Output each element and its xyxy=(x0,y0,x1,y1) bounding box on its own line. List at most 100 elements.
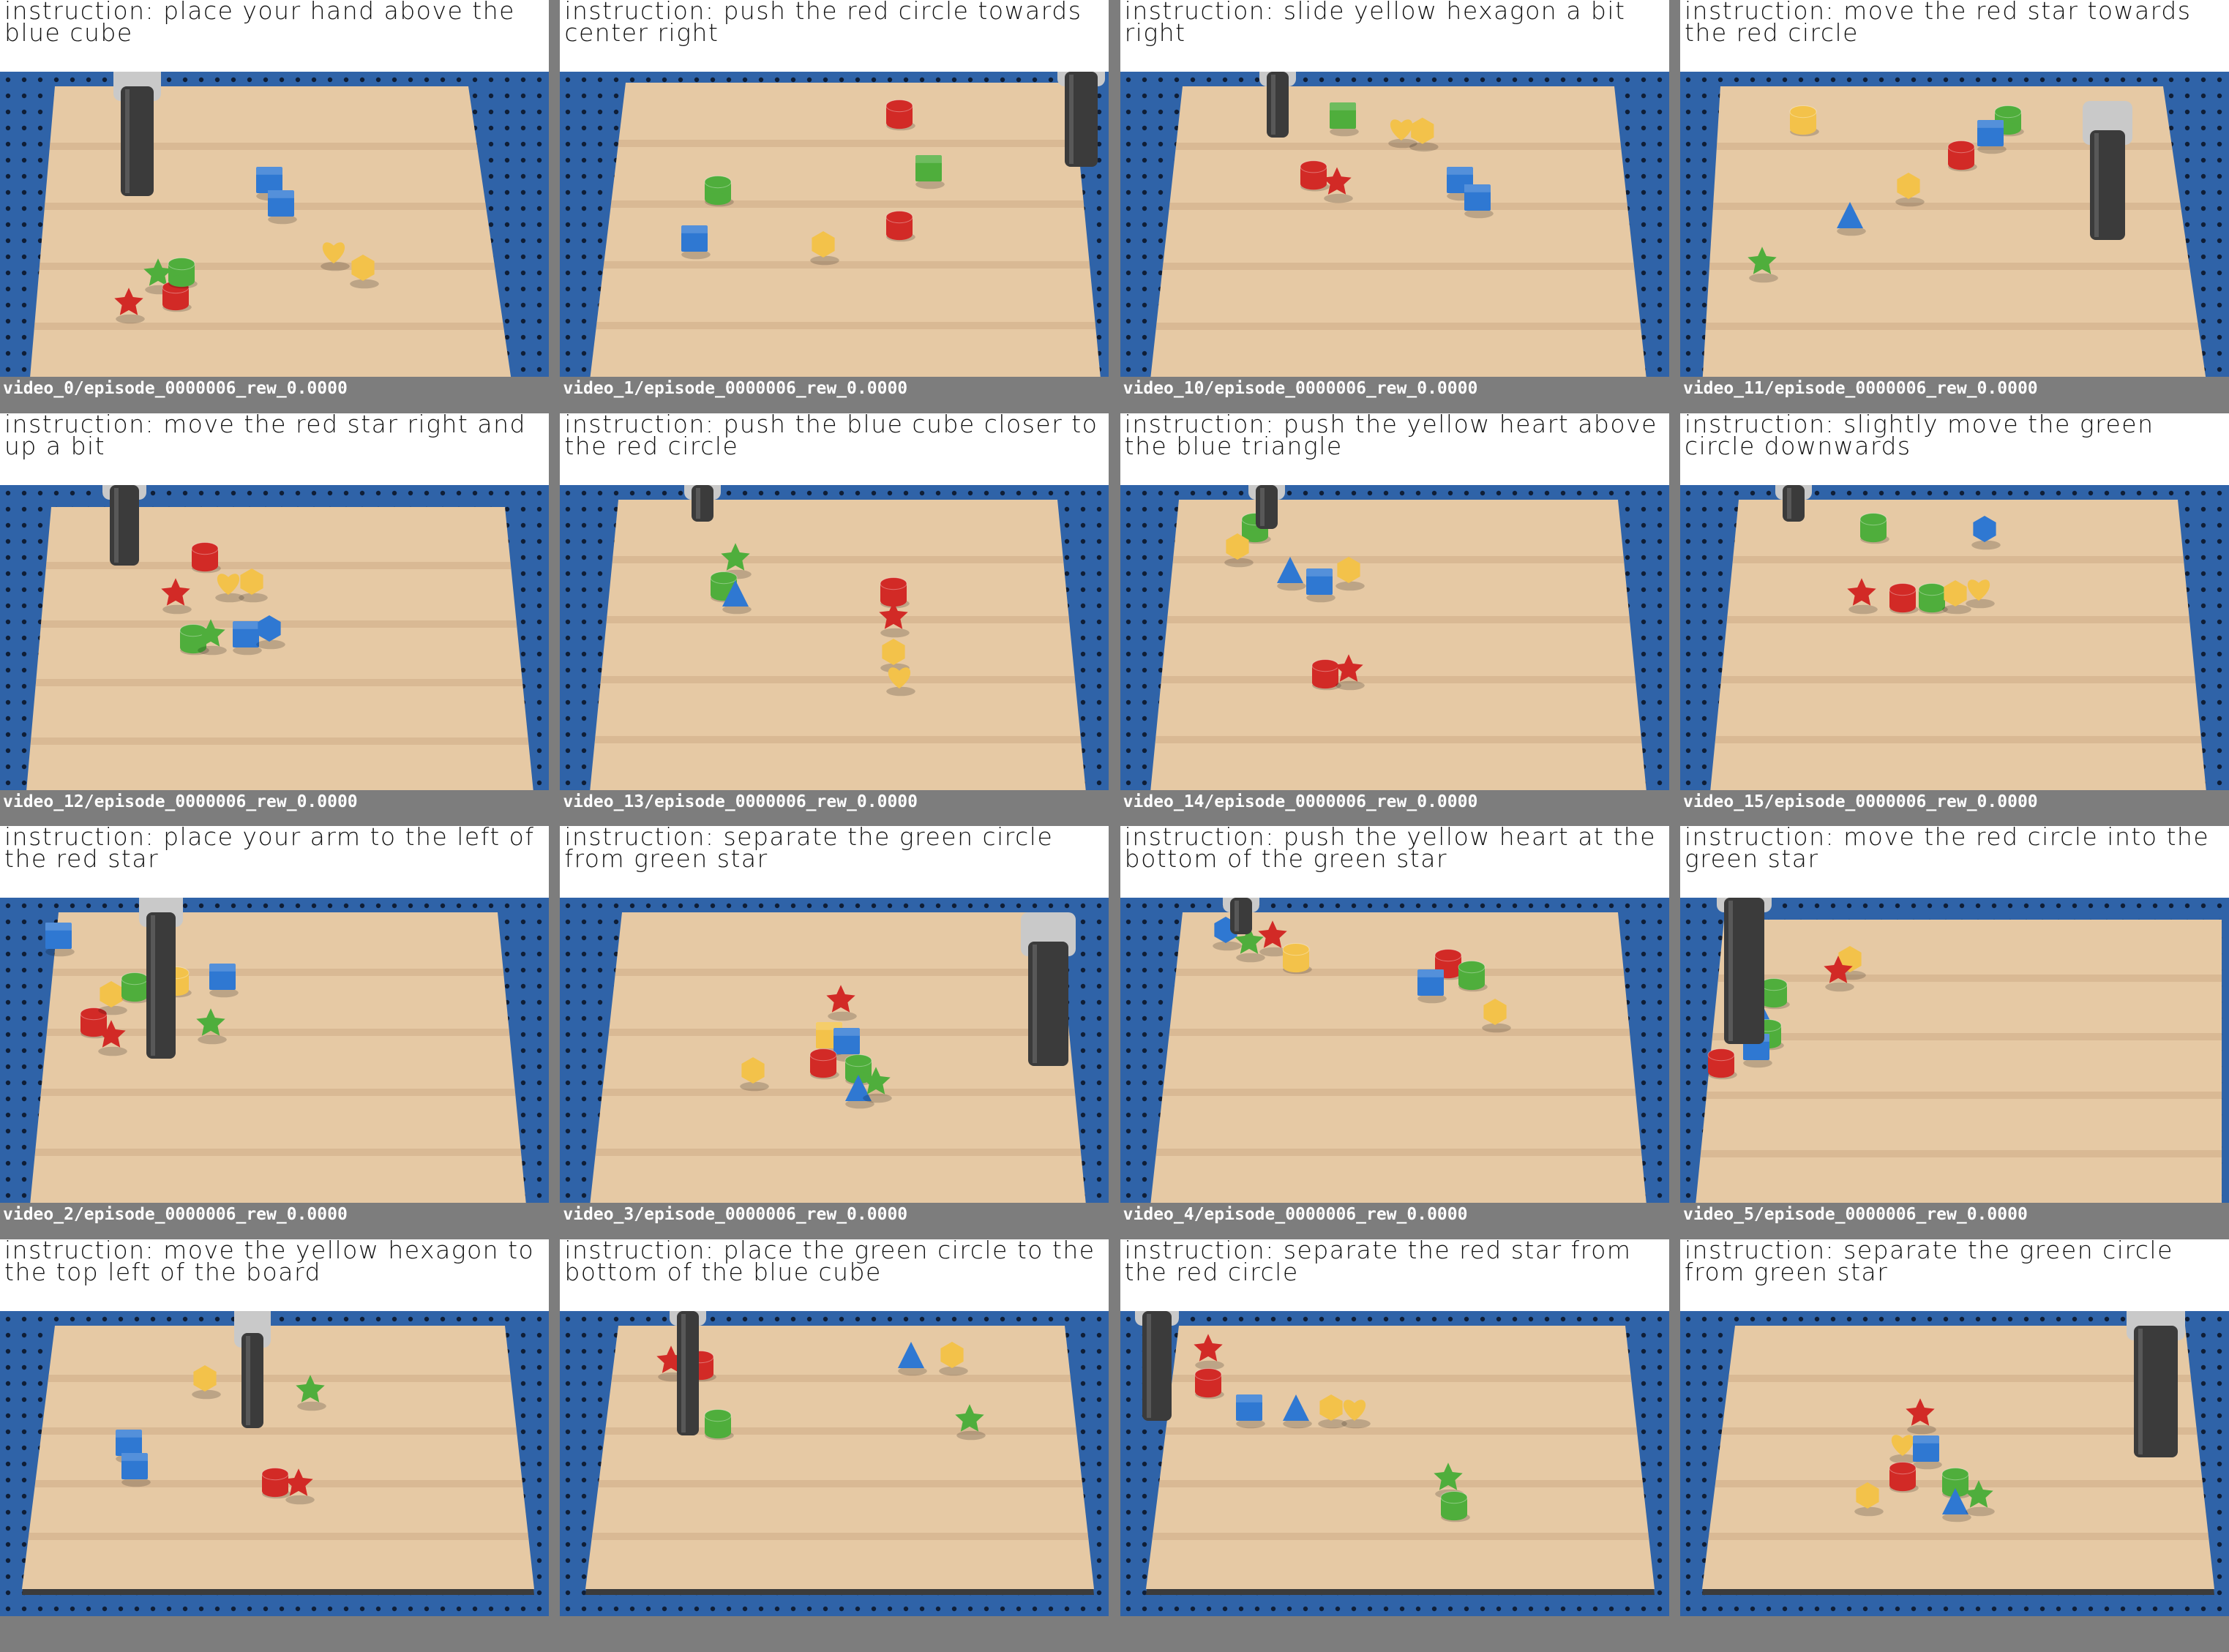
scene-image xyxy=(0,898,549,1203)
instruction-text: instruction: push the red circle towards… xyxy=(560,0,1109,72)
blue-cube-block xyxy=(1464,184,1494,218)
robot-scene-frame xyxy=(1680,485,2229,790)
robot-scene-frame xyxy=(0,485,549,790)
video-tile[interactable]: instruction: separate the green circle f… xyxy=(560,826,1109,1239)
wooden-board xyxy=(589,83,1101,377)
red-circle-block xyxy=(880,577,910,608)
scene-image xyxy=(1680,1311,2229,1616)
red-circle-block xyxy=(1948,141,1977,172)
green-circle-block xyxy=(168,258,198,289)
instruction-text: instruction: move the red star right and… xyxy=(0,413,549,485)
robot-scene-frame xyxy=(560,485,1109,790)
wooden-board xyxy=(585,1326,1094,1589)
robot-gripper xyxy=(2127,1311,2185,1457)
video-tile[interactable]: instruction: place the green circle to t… xyxy=(560,1239,1109,1652)
video-caption: video_15/episode_0000006_rew_0.0000 xyxy=(1680,790,2229,827)
video-tile[interactable]: instruction: push the blue cube closer t… xyxy=(560,413,1109,827)
video-caption: video_2/episode_0000006_rew_0.0000 xyxy=(0,1203,549,1239)
robot-scene-frame xyxy=(0,898,549,1203)
robot-scene-frame xyxy=(1120,1311,1669,1616)
red-circle-block xyxy=(1889,1462,1919,1493)
red-circle-block xyxy=(886,100,915,131)
wooden-board xyxy=(1150,912,1647,1203)
video-tile[interactable]: instruction: separate the red star from … xyxy=(1120,1239,1669,1652)
video-tile[interactable]: instruction: push the yellow heart at th… xyxy=(1120,826,1669,1239)
video-caption xyxy=(1680,1616,2229,1652)
scene-image xyxy=(1680,898,2229,1203)
scene-image xyxy=(1680,72,2229,377)
green-circle-block xyxy=(705,1409,734,1440)
robot-scene-frame xyxy=(560,72,1109,377)
video-tile[interactable]: instruction: slide yellow hexagon a bit … xyxy=(1120,0,1669,413)
video-tile[interactable]: instruction: separate the green circle f… xyxy=(1680,1239,2229,1652)
video-tile[interactable]: instruction: push the yellow heart above… xyxy=(1120,413,1669,827)
scene-image xyxy=(0,485,549,790)
instruction-text: instruction: place the green circle to t… xyxy=(560,1239,1109,1311)
robot-scene-frame xyxy=(1120,485,1669,790)
blue-cube-block xyxy=(1236,1394,1265,1428)
red-circle-block xyxy=(886,211,915,242)
wooden-board xyxy=(29,86,512,377)
video-tile[interactable]: instruction: move the red star towards t… xyxy=(1680,0,2229,413)
red-circle-block xyxy=(1708,1049,1737,1080)
video-caption xyxy=(560,1616,1109,1652)
blue-cube-block xyxy=(45,923,75,956)
yellow-circle-block xyxy=(1283,944,1312,975)
yellow-circle-block xyxy=(1790,106,1819,137)
wooden-board xyxy=(26,507,534,790)
robot-scene-frame xyxy=(1680,898,2229,1203)
video-tile[interactable]: instruction: push the red circle towards… xyxy=(560,0,1109,413)
robot-scene-frame xyxy=(0,72,549,377)
video-caption: video_11/episode_0000006_rew_0.0000 xyxy=(1680,377,2229,413)
scene-image xyxy=(1120,72,1669,377)
wooden-board xyxy=(29,912,527,1203)
video-caption: video_13/episode_0000006_rew_0.0000 xyxy=(560,790,1109,827)
instruction-text: instruction: push the blue cube closer t… xyxy=(560,413,1109,485)
video-grid: instruction: place your hand above the b… xyxy=(0,0,2229,1576)
video-caption: video_14/episode_0000006_rew_0.0000 xyxy=(1120,790,1669,827)
instruction-text: instruction: slide yellow hexagon a bit … xyxy=(1120,0,1669,72)
video-tile[interactable]: instruction: place your arm to the left … xyxy=(0,826,549,1239)
red-circle-block xyxy=(810,1049,839,1080)
red-circle-block xyxy=(262,1468,291,1498)
video-caption: video_5/episode_0000006_rew_0.0000 xyxy=(1680,1203,2229,1239)
video-caption: video_4/episode_0000006_rew_0.0000 xyxy=(1120,1203,1669,1239)
green-circle-block xyxy=(121,973,151,1004)
scene-image xyxy=(560,72,1109,377)
green-cube-block xyxy=(1330,102,1359,136)
video-caption: video_1/episode_0000006_rew_0.0000 xyxy=(560,377,1109,413)
video-caption: video_3/episode_0000006_rew_0.0000 xyxy=(560,1203,1109,1239)
robot-gripper xyxy=(2083,101,2132,240)
robot-gripper xyxy=(1021,912,1076,1066)
video-tile[interactable]: instruction: move the yellow hexagon to … xyxy=(0,1239,549,1652)
green-circle-block xyxy=(1761,979,1790,1010)
instruction-text: instruction: move the red star towards t… xyxy=(1680,0,2229,72)
blue-cube-block xyxy=(1913,1435,1942,1469)
blue-cube-block xyxy=(233,621,262,655)
instruction-text: instruction: separate the green circle f… xyxy=(560,826,1109,898)
robot-scene-frame xyxy=(560,898,1109,1203)
video-tile[interactable]: instruction: place your hand above the b… xyxy=(0,0,549,413)
blue-cube-block xyxy=(681,225,711,259)
video-caption: video_0/episode_0000006_rew_0.0000 xyxy=(0,377,549,413)
robot-gripper xyxy=(1717,898,1772,1044)
wooden-board xyxy=(1150,500,1647,790)
video-tile[interactable]: instruction: move the red star right and… xyxy=(0,413,549,827)
instruction-text: instruction: move the red circle into th… xyxy=(1680,826,2229,898)
wooden-board xyxy=(1695,920,2222,1203)
video-caption xyxy=(1120,1616,1669,1652)
instruction-text: instruction: push the yellow heart above… xyxy=(1120,413,1669,485)
red-circle-block xyxy=(1889,583,1919,614)
video-caption xyxy=(0,1616,549,1652)
instruction-text: instruction: separate the green circle f… xyxy=(1680,1239,2229,1311)
blue-cube-block xyxy=(1306,568,1335,602)
instruction-text: instruction: push the yellow heart at th… xyxy=(1120,826,1669,898)
instruction-text: instruction: place your hand above the b… xyxy=(0,0,549,72)
blue-cube-block xyxy=(268,190,297,224)
robot-scene-frame xyxy=(560,1311,1109,1616)
robot-scene-frame xyxy=(1680,1311,2229,1616)
video-tile[interactable]: instruction: move the red circle into th… xyxy=(1680,826,2229,1239)
video-tile[interactable]: instruction: slightly move the green cir… xyxy=(1680,413,2229,827)
green-circle-block xyxy=(705,176,734,207)
instruction-text: instruction: slightly move the green cir… xyxy=(1680,413,2229,485)
